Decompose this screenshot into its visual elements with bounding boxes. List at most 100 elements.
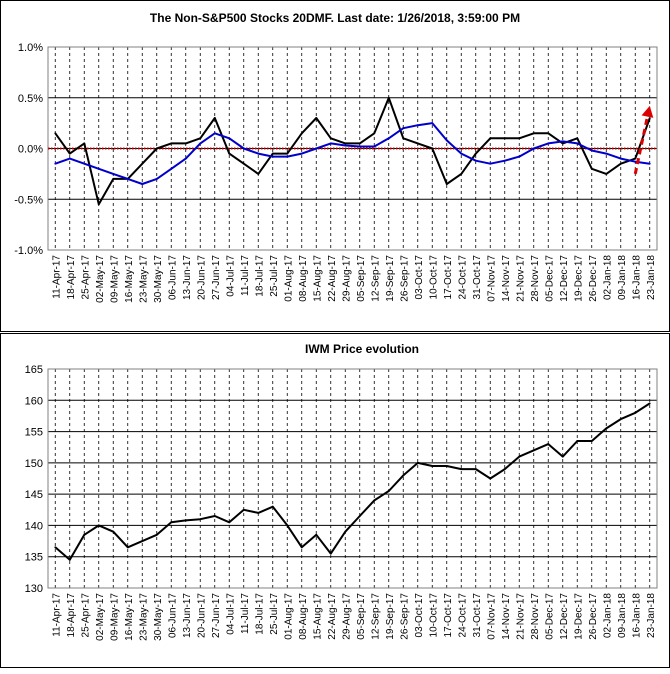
data-point — [141, 162, 144, 165]
series-line-1 — [54, 402, 651, 561]
x-tick-label: 22-Aug-17 — [327, 255, 338, 302]
x-tick-label: 22-Aug-17 — [327, 593, 338, 640]
y-tick-label: 150 — [25, 458, 43, 470]
data-point — [54, 546, 57, 549]
bottom-chart-frame — [0, 333, 670, 668]
data-point — [503, 137, 506, 140]
x-tick-label: 12-Sep-17 — [370, 255, 381, 302]
data-point — [402, 474, 405, 477]
x-tick-label: 27-Jun-17 — [211, 255, 222, 300]
data-point — [257, 172, 260, 175]
data-point — [532, 449, 535, 452]
data-point — [532, 132, 535, 135]
data-point — [83, 142, 86, 145]
y-tick-label: 130 — [25, 583, 43, 595]
data-point — [402, 127, 405, 130]
data-point — [68, 152, 71, 155]
data-point — [416, 124, 419, 127]
trend-arrow-head — [641, 105, 654, 118]
data-point — [503, 159, 506, 162]
data-point — [489, 137, 492, 140]
y-tick-label: 1.0% — [18, 42, 43, 54]
x-tick-label: 16-May-17 — [124, 593, 135, 641]
x-tick-label: 11-Apr-17 — [51, 255, 62, 299]
data-point — [257, 152, 260, 155]
data-point — [445, 139, 448, 142]
y-tick-label: 135 — [25, 552, 43, 564]
data-point — [97, 203, 100, 206]
data-point — [199, 142, 202, 145]
x-tick-label: 18-Apr-17 — [66, 255, 77, 300]
x-tick-label: 19-Dec-17 — [573, 255, 584, 302]
data-point — [489, 477, 492, 480]
x-tick-label: 28-Nov-17 — [530, 255, 541, 302]
data-point — [315, 117, 318, 119]
data-point — [141, 540, 144, 542]
data-point — [387, 490, 390, 492]
x-tick-label: 20-Jun-17 — [196, 255, 207, 300]
data-point — [329, 137, 332, 140]
data-point — [242, 147, 245, 150]
data-point — [648, 117, 651, 119]
x-tick-label: 04-Jul-17 — [225, 255, 236, 297]
x-tick-label: 19-Dec-17 — [573, 593, 584, 640]
series-line-2 — [54, 122, 650, 185]
data-point — [619, 157, 622, 160]
x-tick-label: 25-Jul-17 — [269, 255, 280, 297]
x-tick-label: 25-Apr-17 — [80, 255, 91, 300]
data-point — [605, 152, 608, 155]
data-point — [97, 524, 100, 527]
data-point — [561, 455, 564, 458]
data-point — [576, 142, 579, 145]
data-point — [547, 132, 550, 135]
data-point — [431, 147, 434, 150]
x-tick-label: 15-Aug-17 — [312, 255, 323, 302]
data-point — [634, 411, 637, 414]
series-line-1 — [54, 96, 651, 206]
data-point — [431, 465, 434, 467]
data-point — [474, 152, 477, 155]
x-tick-label: 17-Oct-17 — [443, 255, 454, 300]
data-point — [286, 152, 289, 155]
data-point — [358, 142, 361, 145]
x-tick-label: 23-Jan-18 — [646, 593, 657, 638]
data-point — [503, 468, 506, 471]
x-tick-label: 26-Dec-17 — [588, 593, 599, 640]
data-point — [518, 455, 521, 458]
data-point — [590, 440, 593, 442]
data-point — [344, 142, 347, 145]
data-point — [184, 519, 187, 522]
x-tick-label: 30-May-17 — [153, 593, 164, 641]
x-tick-label: 19-Sep-17 — [385, 593, 396, 640]
x-tick-label: 20-Jun-17 — [196, 593, 207, 638]
x-tick-label: 18-Jul-17 — [254, 593, 265, 635]
data-point — [373, 145, 376, 148]
data-point — [271, 152, 274, 155]
data-point — [300, 152, 303, 155]
x-tick-label: 02-May-17 — [95, 593, 106, 641]
x-tick-label: 26-Dec-17 — [588, 255, 599, 302]
x-tick-label: 24-Oct-17 — [457, 593, 468, 638]
data-point — [547, 142, 550, 145]
x-tick-label: 12-Dec-17 — [559, 593, 570, 640]
data-point — [416, 142, 419, 145]
x-tick-label: 29-Aug-17 — [341, 255, 352, 302]
x-tick-label: 12-Sep-17 — [370, 593, 381, 640]
data-point — [83, 162, 86, 165]
data-point — [561, 140, 564, 143]
data-point — [373, 132, 376, 135]
data-point — [68, 558, 71, 561]
x-tick-label: 21-Nov-17 — [515, 255, 526, 302]
data-point — [648, 162, 651, 165]
data-point — [619, 418, 622, 420]
x-tick-label: 16-May-17 — [124, 255, 135, 303]
data-point — [155, 147, 158, 150]
x-tick-label: 08-Aug-17 — [298, 593, 309, 640]
data-point — [387, 137, 390, 140]
data-point — [286, 524, 289, 527]
x-tick-label: 25-Jul-17 — [269, 593, 280, 635]
top-chart-frame — [0, 0, 670, 332]
data-point — [271, 505, 274, 508]
x-tick-label: 09-Jan-18 — [617, 255, 628, 300]
data-point — [387, 96, 390, 99]
